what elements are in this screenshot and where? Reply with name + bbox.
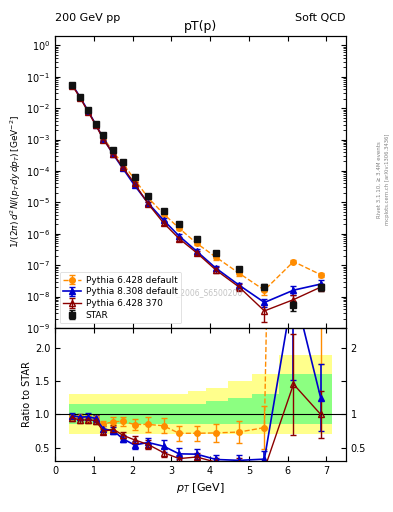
Text: Soft QCD: Soft QCD xyxy=(296,13,346,23)
Y-axis label: Ratio to STAR: Ratio to STAR xyxy=(22,361,32,428)
Text: 200 GeV pp: 200 GeV pp xyxy=(55,13,120,23)
Title: pT(p): pT(p) xyxy=(184,20,217,33)
Text: mcplots.cern.ch [arXiv:1306.3436]: mcplots.cern.ch [arXiv:1306.3436] xyxy=(385,134,389,225)
Text: STAR_2006_S6500200: STAR_2006_S6500200 xyxy=(158,288,243,297)
X-axis label: $p_T$ [GeV]: $p_T$ [GeV] xyxy=(176,481,225,495)
Text: Rivet 3.1.10, ≥ 3.4M events: Rivet 3.1.10, ≥ 3.4M events xyxy=(377,141,382,218)
Y-axis label: $1/(2\pi)\,d^2N/(p_T\,dy\,dp_T)\,[\mathrm{GeV}^{-2}]$: $1/(2\pi)\,d^2N/(p_T\,dy\,dp_T)\,[\mathr… xyxy=(9,115,23,248)
Legend: Pythia 6.428 default, Pythia 8.308 default, Pythia 6.428 370, STAR: Pythia 6.428 default, Pythia 8.308 defau… xyxy=(59,272,181,324)
